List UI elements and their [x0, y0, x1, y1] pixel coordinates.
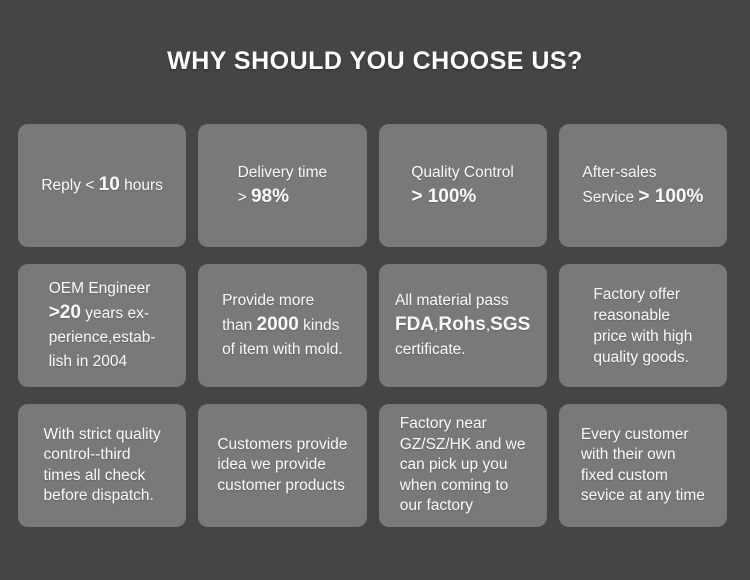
benefit-card-text: Factory offer reasonable price with high qu… [593, 284, 692, 368]
benefit-card-line: All material pass [394, 292, 509, 309]
benefit-card-oem-engineer: OEM Engineer >20 years ex-perience,estab-… [18, 264, 187, 387]
benefit-card-line: OEM Engineer [48, 280, 151, 297]
benefit-card-text: Provide more than 2000 kinds of item with … [222, 289, 343, 362]
benefit-card-line: before dispatch. [43, 487, 154, 504]
benefit-card-line: Factory offer [593, 285, 681, 303]
benefit-card-line: reasonable [593, 306, 671, 324]
benefit-card-line: Delivery time [237, 164, 328, 181]
benefit-card-line: > 98% [237, 186, 289, 207]
benefit-card-line: idea we provide [217, 456, 326, 474]
benefit-card-delivery-time: Delivery time > 98% [198, 124, 367, 247]
benefit-card-line: Service > 100% [582, 186, 704, 207]
benefit-card-line: fixed custom [580, 466, 668, 484]
benefit-card-line: With strict quality [43, 425, 161, 443]
benefit-card-line: when coming to [399, 476, 509, 494]
benefit-card-quality-control: Quality Control > 100% [378, 124, 547, 247]
benefit-card-reply-time: Reply < 10 hours [18, 124, 187, 247]
benefit-card-line: Customers provide [217, 435, 348, 453]
benefit-card-line: than 2000 kinds [222, 314, 340, 335]
benefit-card-line: price with high [593, 327, 693, 345]
benefit-card-line: sevice at any time [580, 487, 705, 504]
benefit-card-line: control--third [43, 446, 131, 463]
benefit-card-line: >20 years ex- [48, 302, 149, 323]
benefit-card-text: All material pass FDA,Rohs,SGS certificate… [395, 289, 530, 362]
benefit-card-text: Reply < 10 hours [41, 173, 163, 198]
benefit-card-line: > 100% [411, 186, 477, 207]
benefit-card-line: certificate. [394, 341, 466, 358]
benefit-card-line: can pick up you [399, 456, 508, 474]
benefit-card-text: Customers provide idea we provide customer… [217, 435, 347, 497]
benefit-card-line: our factory [399, 497, 473, 515]
benefit-card-customer-idea: Customers provide idea we provide customer… [198, 404, 367, 527]
benefit-card-factory-location: Factory near GZ/SZ/HK and we can pick up y… [378, 404, 547, 527]
benefit-card-text: Every customer with their own fixed custom… [581, 425, 705, 507]
benefit-card-line: Provide more [222, 292, 315, 309]
benefit-card-fixed-custom-service: Every customer with their own fixed custom… [558, 404, 727, 527]
benefit-card-line: After-sales [582, 164, 657, 181]
benefit-card-line: times all check [43, 466, 146, 484]
benefit-card-line: perience,estab- [48, 329, 156, 346]
benefit-card-text: Factory near GZ/SZ/HK and we can pick up y… [400, 414, 526, 517]
benefit-card-line: customer products [217, 476, 345, 494]
benefit-card-line: GZ/SZ/HK and we [399, 435, 526, 453]
why-choose-us-section: WHY SHOULD YOU CHOOSE US? Reply < 10 hou… [0, 0, 750, 527]
benefit-card-strict-quality-control: With strict quality control--third times a… [18, 404, 187, 527]
benefit-card-line: of item with mold. [222, 341, 343, 358]
benefit-card-line: Factory near [399, 415, 487, 433]
benefit-card-text: With strict quality control--third times a… [44, 425, 161, 507]
section-title: WHY SHOULD YOU CHOOSE US? [167, 47, 583, 75]
benefit-card-item-kinds: Provide more than 2000 kinds of item with … [198, 264, 367, 387]
benefit-card-text: Quality Control > 100% [411, 161, 514, 210]
benefit-card-after-sales-service: After-sales Service > 100% [558, 124, 727, 247]
benefit-card-line: Quality Control [411, 164, 514, 181]
benefit-card-line: with their own [580, 446, 676, 463]
benefit-card-line: quality goods. [593, 348, 689, 366]
benefit-card-reasonable-price: Factory offer reasonable price with high qu… [558, 264, 727, 387]
benefit-card-text: After-sales Service > 100% [582, 161, 703, 210]
benefit-card-line: lish in 2004 [48, 353, 128, 370]
benefit-card-text: OEM Engineer >20 years ex-perience,estab-… [49, 277, 156, 374]
benefit-card-line: Reply < 10 hours [41, 174, 163, 195]
benefit-card-text: Delivery time > 98% [238, 161, 328, 210]
benefit-card-certificates: All material pass FDA,Rohs,SGS certificate… [378, 264, 547, 387]
benefits-grid: Reply < 10 hours Delivery time > 98% Qualit… [18, 124, 727, 527]
benefit-card-line: FDA,Rohs,SGS [394, 314, 531, 335]
benefit-card-line: Every customer [580, 425, 689, 443]
